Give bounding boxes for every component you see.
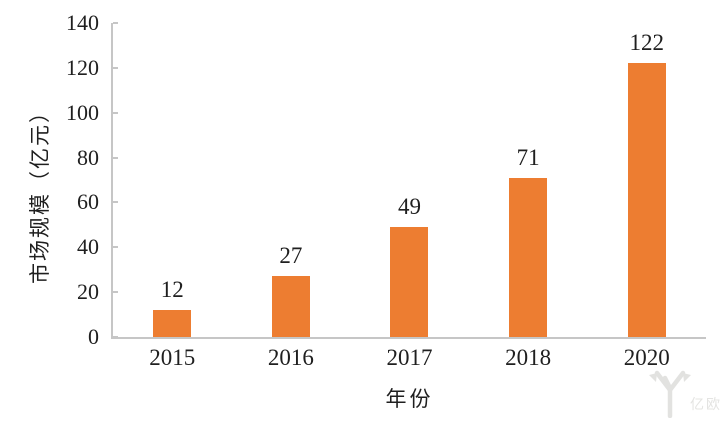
bar-value-label: 12: [160, 277, 184, 302]
bar: [390, 227, 429, 337]
y-tick-label: 100: [66, 99, 99, 125]
bar: [153, 310, 192, 337]
x-tick-label: 2017: [386, 345, 433, 370]
x-tick-label: 2018: [505, 345, 552, 370]
x-tick-label: 2016: [267, 345, 314, 370]
bar-group: 12: [113, 23, 232, 337]
y-tick-label: 120: [66, 54, 99, 80]
bar-group: 71: [469, 23, 588, 337]
bar-value-label: 49: [397, 194, 421, 219]
bar-group: 49: [350, 23, 469, 337]
plot-area: 0 20 40 60 80 100 120 140 12 27 49 71 122: [66, 11, 706, 349]
bar: [509, 178, 548, 337]
bars-layer: 12 27 49 71 122: [113, 23, 706, 337]
x-tick-label: 2020: [623, 345, 670, 370]
bar-value-label: 71: [516, 145, 540, 170]
x-axis-title: 年份: [385, 387, 434, 411]
y-tick-label: 60: [77, 189, 99, 215]
y-tick-label: 80: [77, 144, 99, 170]
bar-group: 27: [232, 23, 351, 337]
bar: [271, 276, 310, 337]
bar-group: 122: [587, 23, 706, 337]
bar-value-label: 122: [629, 30, 664, 55]
bar: [627, 63, 666, 337]
x-tick-label: 2015: [149, 345, 196, 370]
y-tick-label: 140: [66, 10, 99, 35]
y-tick-labels: 0 20 40 60 80 100 120 140: [44, 11, 99, 349]
y-tick-label: 0: [88, 324, 99, 349]
y-tick-label: 40: [77, 234, 99, 260]
bar-value-label: 27: [279, 243, 303, 268]
x-tick-labels: 2015 2016 2017 2018 2020: [113, 345, 706, 375]
y-tick-label: 20: [77, 279, 99, 305]
